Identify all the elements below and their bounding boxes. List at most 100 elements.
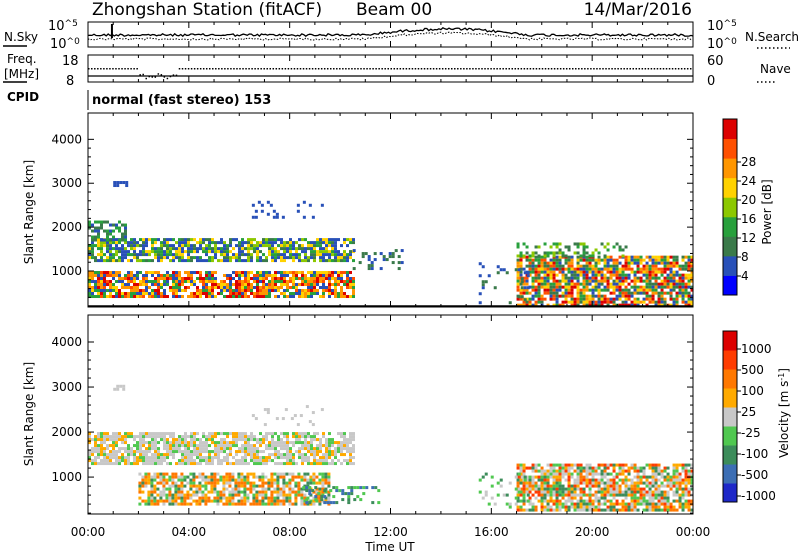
data-cell [669, 502, 673, 506]
data-cell [684, 276, 688, 280]
data-cell [202, 459, 205, 463]
data-cell [684, 300, 688, 304]
data-cell [320, 203, 324, 207]
data-cell [187, 271, 190, 275]
data-cell [567, 472, 571, 476]
data-cell [549, 251, 553, 255]
data-cell [269, 203, 273, 207]
data-cell [570, 300, 574, 304]
data-cell [247, 447, 250, 451]
data-cell [115, 286, 118, 290]
data-cell [289, 271, 292, 275]
data-cell [576, 242, 580, 246]
data-cell [250, 259, 253, 263]
data-cell [531, 475, 535, 479]
data-cell [142, 435, 145, 439]
data-cell [133, 459, 136, 463]
nave-point [91, 68, 93, 70]
data-cell [208, 238, 211, 242]
data-cell [226, 453, 229, 457]
data-cell [193, 453, 196, 457]
data-cell [115, 295, 118, 299]
data-cell [316, 253, 319, 257]
data-cell [133, 286, 136, 290]
data-cell [199, 456, 202, 460]
data-cell [208, 450, 211, 454]
nave-point [163, 76, 166, 78]
data-cell [103, 238, 106, 242]
data-cell [112, 235, 115, 239]
data-cell [88, 295, 91, 299]
data-cell [166, 444, 169, 448]
data-cell [537, 478, 541, 482]
data-cell [311, 215, 315, 219]
freq-right-tick-top: 60 [707, 54, 724, 69]
data-cell [154, 456, 157, 460]
data-cell [570, 297, 574, 301]
data-cell [549, 285, 553, 289]
data-cell [331, 250, 334, 254]
data-cell [100, 238, 103, 242]
data-cell [175, 447, 178, 451]
data-cell [582, 469, 586, 473]
data-cell [208, 462, 211, 466]
data-cell [555, 487, 559, 491]
data-cell [528, 490, 532, 494]
data-cell [675, 466, 679, 470]
data-cell [681, 496, 685, 500]
data-cell [579, 499, 583, 503]
data-cell [142, 241, 145, 245]
data-cell [642, 297, 646, 301]
data-cell [238, 241, 241, 245]
data-cell [561, 291, 565, 295]
data-cell [294, 499, 298, 503]
data-cell [546, 475, 550, 479]
data-cell [684, 478, 688, 482]
data-cell [133, 295, 136, 299]
data-cell [280, 453, 283, 457]
data-cell [145, 274, 148, 278]
data-cell [216, 478, 220, 482]
data-cell [112, 438, 115, 442]
data-cell [331, 247, 334, 251]
nave-point [151, 76, 154, 78]
data-cell [666, 255, 670, 259]
data-cell [250, 438, 253, 442]
data-cell [222, 478, 226, 482]
data-cell [385, 258, 389, 262]
data-cell [220, 283, 223, 287]
data-cell [154, 250, 157, 254]
data-cell [585, 499, 589, 503]
data-cell [237, 472, 241, 476]
data-cell [145, 456, 148, 460]
data-cell [226, 289, 229, 293]
data-cell [229, 241, 232, 245]
data-cell [325, 289, 328, 293]
data-cell [214, 280, 217, 284]
data-cell [636, 300, 640, 304]
data-cell [508, 481, 512, 485]
data-cell [153, 487, 157, 491]
data-cell [627, 508, 631, 512]
data-cell [178, 438, 181, 442]
data-cell [519, 258, 523, 262]
data-cell [352, 283, 355, 287]
nave-point [451, 68, 453, 70]
data-cell [133, 256, 136, 260]
data-cell [576, 285, 580, 289]
data-cell [310, 241, 313, 245]
data-cell [353, 498, 357, 502]
data-cell [311, 423, 315, 427]
data-cell [250, 247, 253, 251]
data-cell [216, 502, 220, 506]
data-cell [144, 472, 148, 476]
nave-point [420, 68, 423, 70]
data-cell [205, 289, 208, 293]
nave-point [118, 68, 120, 70]
data-cell [307, 241, 310, 245]
data-cell [534, 285, 538, 289]
data-cell [187, 453, 190, 457]
data-cell [262, 238, 265, 242]
nave-point [454, 68, 456, 70]
data-cell [157, 462, 160, 466]
